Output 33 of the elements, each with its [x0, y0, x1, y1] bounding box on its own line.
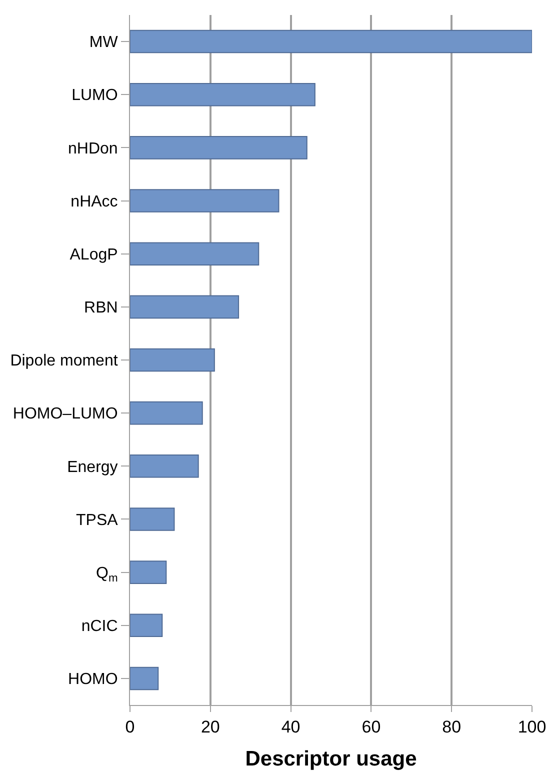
bar	[130, 189, 280, 212]
x-tick-label: 0	[125, 717, 135, 736]
bar	[130, 82, 316, 106]
bar	[130, 614, 163, 638]
y-tick-label: RBN	[84, 300, 118, 317]
bar	[130, 30, 532, 54]
y-tick-label: MW	[89, 34, 119, 52]
y-tick-label: LUMO	[72, 87, 118, 104]
bar	[130, 242, 260, 266]
bar	[130, 136, 308, 160]
y-tick-label: nHDon	[68, 140, 118, 158]
y-tick-label: nHAcc	[70, 193, 118, 210]
y-tick-label: Q$_{m}$	[96, 564, 118, 584]
x-tick-label: 80	[442, 717, 462, 736]
y-tick-label: Dipole moment	[10, 352, 118, 370]
x-tick-label: 20	[200, 717, 220, 736]
y-tick-label: HOMO	[68, 671, 118, 688]
bar	[130, 401, 203, 425]
bar	[130, 454, 199, 478]
x-axis-title: Descriptor usage	[245, 748, 417, 771]
bar	[130, 508, 175, 531]
x-tick-label: 40	[281, 717, 300, 736]
y-tick-label: TPSA	[76, 512, 118, 529]
bar	[130, 348, 215, 372]
bar	[130, 666, 159, 690]
y-tick-label: ALogP	[70, 246, 118, 264]
bar	[130, 295, 240, 319]
x-tick-label: 60	[362, 717, 381, 736]
y-tick-label: nCIC	[81, 618, 118, 635]
bar	[130, 560, 167, 584]
x-tick-label: 100	[518, 717, 546, 736]
y-tick-label: HOMO–LUMO	[12, 406, 118, 423]
y-tick-label: Energy	[67, 458, 118, 476]
